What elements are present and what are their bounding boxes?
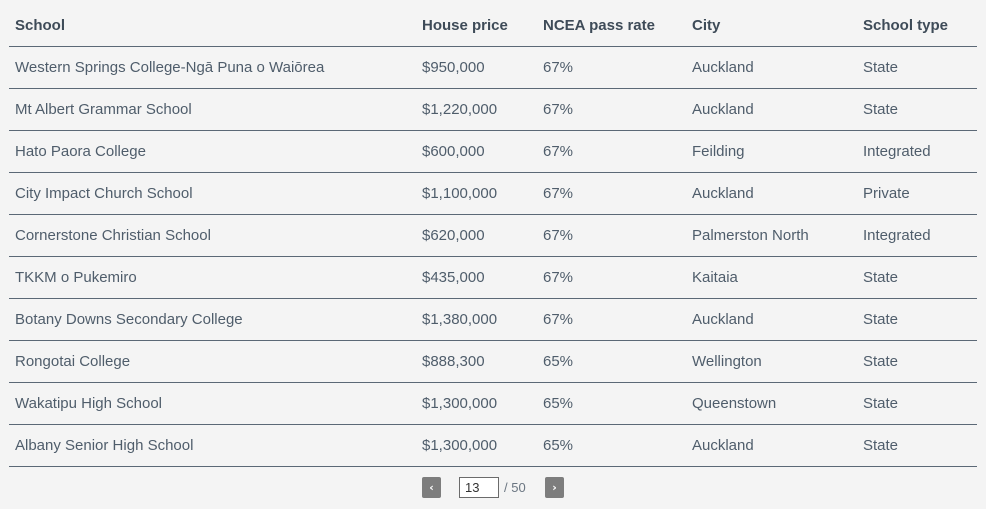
cell-school-type: State xyxy=(857,256,977,299)
cell-ncea-pass-rate: 65% xyxy=(537,340,686,383)
cell-school-type: State xyxy=(857,46,977,89)
next-page-button[interactable]: › xyxy=(545,477,564,498)
table-row: TKKM o Pukemiro $435,000 67% Kaitaia State xyxy=(9,256,977,299)
cell-city: Kaitaia xyxy=(686,256,857,299)
cell-ncea-pass-rate: 67% xyxy=(537,88,686,131)
cell-city: Auckland xyxy=(686,88,857,131)
cell-school-type: Integrated xyxy=(857,214,977,257)
page-number-input[interactable] xyxy=(459,477,499,498)
cell-house-price: $1,100,000 xyxy=(416,172,537,215)
cell-school-type: Integrated xyxy=(857,130,977,173)
cell-ncea-pass-rate: 65% xyxy=(537,424,686,467)
column-header-ncea-pass-rate[interactable]: NCEA pass rate xyxy=(537,5,686,47)
cell-house-price: $1,380,000 xyxy=(416,298,537,341)
table-header-row: School House price NCEA pass rate City S… xyxy=(9,5,977,47)
cell-school: Cornerstone Christian School xyxy=(9,214,416,257)
cell-school-type: State xyxy=(857,340,977,383)
cell-school-type: Private xyxy=(857,172,977,215)
cell-school: Botany Downs Secondary College xyxy=(9,298,416,341)
table-row: Cornerstone Christian School $620,000 67% P… xyxy=(9,214,977,257)
cell-ncea-pass-rate: 67% xyxy=(537,214,686,257)
table-row: Rongotai College $888,300 65% Wellington Sta… xyxy=(9,340,977,383)
cell-school: Hato Paora College xyxy=(9,130,416,173)
previous-page-button[interactable]: ‹ xyxy=(422,477,441,498)
chevron-right-icon: › xyxy=(552,481,557,494)
cell-ncea-pass-rate: 65% xyxy=(537,382,686,425)
table-row: Hato Paora College $600,000 67% Feilding Int… xyxy=(9,130,977,173)
table-row: Mt Albert Grammar School $1,220,000 67% Auc… xyxy=(9,88,977,131)
cell-house-price: $1,300,000 xyxy=(416,424,537,467)
table-row: Western Springs College-Ngā Puna o Waiōr… xyxy=(9,46,977,89)
cell-school-type: State xyxy=(857,424,977,467)
cell-city: Queenstown xyxy=(686,382,857,425)
chevron-left-icon: ‹ xyxy=(429,481,434,494)
column-header-school[interactable]: School xyxy=(9,5,416,47)
column-header-city[interactable]: City xyxy=(686,5,857,47)
cell-city: Auckland xyxy=(686,424,857,467)
cell-school: Wakatipu High School xyxy=(9,382,416,425)
cell-city: Palmerston North xyxy=(686,214,857,257)
table-body: Western Springs College-Ngā Puna o Waiōr… xyxy=(9,46,977,467)
cell-city: Auckland xyxy=(686,172,857,215)
cell-city: Wellington xyxy=(686,340,857,383)
cell-school: Albany Senior High School xyxy=(9,424,416,467)
table-row: City Impact Church School $1,100,000 67% Au… xyxy=(9,172,977,215)
table-row: Botany Downs Secondary College $1,380,000… xyxy=(9,298,977,341)
page-total-label: / 50 xyxy=(504,480,526,495)
cell-city: Auckland xyxy=(686,298,857,341)
cell-ncea-pass-rate: 67% xyxy=(537,172,686,215)
schools-table: School House price NCEA pass rate City S… xyxy=(9,5,977,467)
cell-school: City Impact Church School xyxy=(9,172,416,215)
cell-ncea-pass-rate: 67% xyxy=(537,46,686,89)
cell-city: Feilding xyxy=(686,130,857,173)
cell-school-type: State xyxy=(857,88,977,131)
cell-house-price: $1,220,000 xyxy=(416,88,537,131)
cell-school: Mt Albert Grammar School xyxy=(9,88,416,131)
cell-ncea-pass-rate: 67% xyxy=(537,298,686,341)
cell-ncea-pass-rate: 67% xyxy=(537,256,686,299)
cell-school: Rongotai College xyxy=(9,340,416,383)
cell-city: Auckland xyxy=(686,46,857,89)
cell-house-price: $620,000 xyxy=(416,214,537,257)
cell-house-price: $888,300 xyxy=(416,340,537,383)
cell-house-price: $435,000 xyxy=(416,256,537,299)
pagination: ‹ / 50 › xyxy=(0,477,986,498)
cell-school-type: State xyxy=(857,298,977,341)
cell-house-price: $600,000 xyxy=(416,130,537,173)
cell-house-price: $1,300,000 xyxy=(416,382,537,425)
table-row: Wakatipu High School $1,300,000 65% Queenst… xyxy=(9,382,977,425)
column-header-school-type[interactable]: School type xyxy=(857,5,977,47)
cell-house-price: $950,000 xyxy=(416,46,537,89)
cell-school: TKKM o Pukemiro xyxy=(9,256,416,299)
cell-school-type: State xyxy=(857,382,977,425)
column-header-house-price[interactable]: House price xyxy=(416,5,537,47)
table-row: Albany Senior High School $1,300,000 65% Au… xyxy=(9,424,977,467)
cell-school: Western Springs College-Ngā Puna o Waiōr… xyxy=(9,46,416,89)
cell-ncea-pass-rate: 67% xyxy=(537,130,686,173)
